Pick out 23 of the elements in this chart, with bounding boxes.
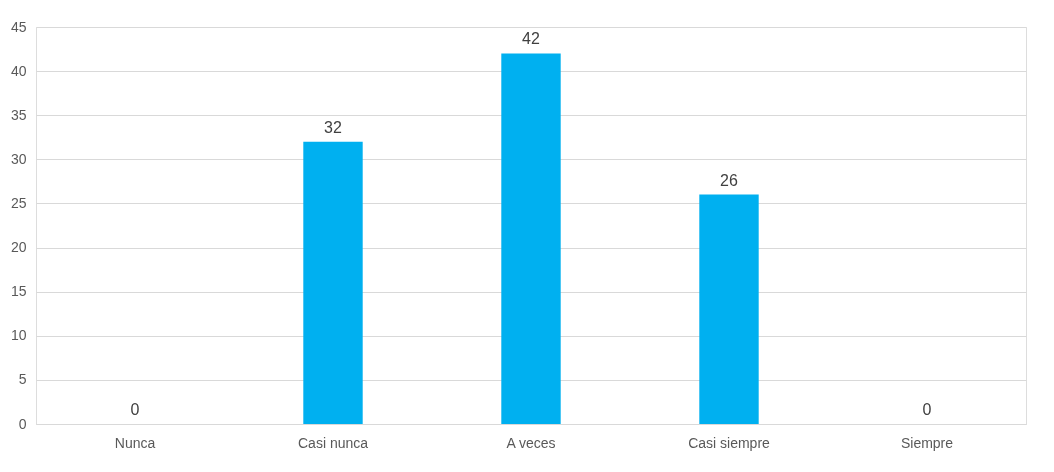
- y-tick-label: 45: [10, 18, 27, 35]
- x-tick-label: Siempre: [900, 434, 954, 451]
- y-tick-label: 40: [10, 62, 27, 79]
- y-tick-label: 20: [10, 239, 27, 256]
- x-tick-label: Casi siempre: [688, 434, 771, 451]
- y-tick-label: 5: [18, 371, 27, 388]
- y-tick-label: 15: [10, 283, 27, 300]
- x-tick-label: A veces: [506, 434, 556, 451]
- data-label: 0: [130, 401, 140, 418]
- data-label: 42: [522, 30, 540, 48]
- bar: [303, 141, 363, 424]
- y-tick-label: 35: [10, 106, 27, 123]
- data-label: 32: [324, 118, 342, 136]
- y-tick-label: 10: [10, 327, 27, 344]
- y-tick-label: 0: [18, 415, 27, 432]
- bar: [501, 53, 561, 424]
- x-tick-label: Nunca: [114, 434, 156, 451]
- y-tick-label: 25: [10, 194, 27, 211]
- y-tick-label: 30: [10, 150, 27, 167]
- data-label: 0: [922, 401, 932, 418]
- bar: [699, 194, 759, 424]
- data-label: 26: [720, 171, 738, 189]
- x-tick-label: Casi nunca: [297, 434, 369, 451]
